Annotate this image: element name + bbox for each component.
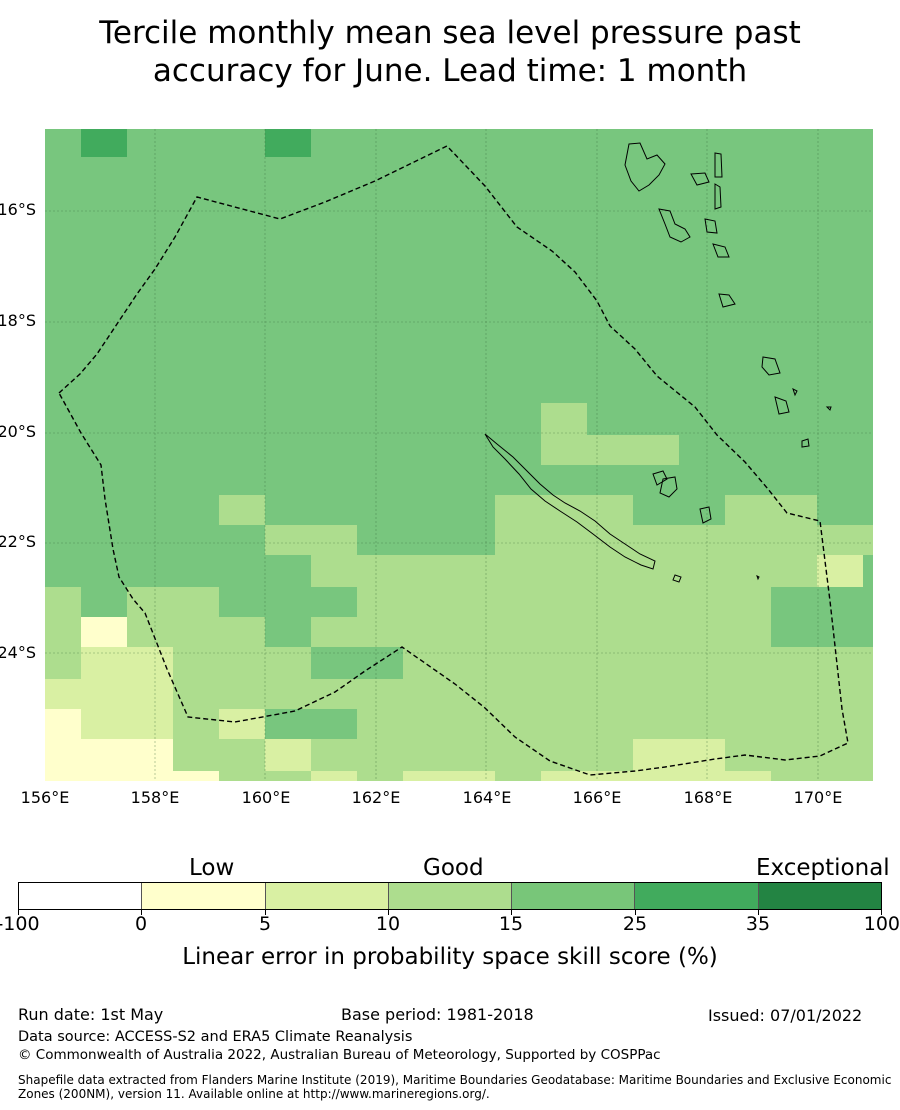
chart-title: Tercile monthly mean sea level pressure … <box>0 14 900 90</box>
colorbar-segment-7 <box>758 883 881 909</box>
skill-cells-medium <box>219 555 873 739</box>
new-caledonia-coast <box>484 433 656 570</box>
legend-category-low: Low <box>189 855 235 881</box>
tanna-aneityum-coast <box>672 388 832 583</box>
lon-label-160e: 160°E <box>241 788 291 807</box>
colorbar-segment-4 <box>388 883 513 909</box>
colorbar-segment-3 <box>265 883 389 909</box>
vanuatu-efate-coast <box>658 208 718 243</box>
colorbar-segment-6 <box>635 883 759 909</box>
lat-label-16s: 16°S <box>0 200 36 219</box>
colorbar-tickmark <box>18 910 19 915</box>
colorbar-tick-label: 100 <box>863 913 900 935</box>
lon-label-164e: 164°E <box>462 788 512 807</box>
colorbar-tickmark <box>635 910 636 915</box>
title-line-1: Tercile monthly mean sea level pressure … <box>99 15 801 51</box>
map-gridlines <box>45 129 873 781</box>
colorbar-tick-label: 10 <box>375 913 401 935</box>
loyalty-islands-coast <box>652 470 712 524</box>
lat-label-24s: 24°S <box>0 643 36 662</box>
colorbar-tick-label: 5 <box>258 913 272 935</box>
vanuatu-south-coast <box>712 243 810 448</box>
colorbar-tick-label: 15 <box>498 913 524 935</box>
copyright-notice: © Commonwealth of Australia 2022, Austra… <box>18 1047 661 1063</box>
skill-cells-high <box>81 129 311 157</box>
colorbar-tickmark <box>758 910 759 915</box>
colorbar-tick-label: 25 <box>622 913 648 935</box>
lat-label-18s: 18°S <box>0 311 36 330</box>
colorbar-segment-2 <box>142 883 266 909</box>
title-line-2: accuracy for June. Lead time: 1 month <box>152 53 748 89</box>
legend-category-good: Good <box>423 855 484 881</box>
lat-label-22s: 22°S <box>0 532 36 551</box>
colorbar-tickmark <box>511 910 512 915</box>
legend-category-exceptional: Exceptional <box>756 855 890 881</box>
colorbar <box>18 882 882 910</box>
base-period: Base period: 1981-2018 <box>341 1005 534 1024</box>
colorbar-tickmark <box>388 910 389 915</box>
skill-map <box>45 129 873 781</box>
colorbar-tickmark <box>881 910 882 915</box>
coastlines <box>484 142 832 583</box>
lon-label-170e: 170°E <box>793 788 843 807</box>
skill-cells-good <box>45 403 873 781</box>
lon-label-156e: 156°E <box>20 788 70 807</box>
run-date: Run date: 1st May <box>18 1005 164 1024</box>
eez-boundary <box>58 145 849 776</box>
colorbar-tick-label: 35 <box>745 913 771 935</box>
colorbar-tick-label: -100 <box>0 913 40 935</box>
lat-label-20s: 20°S <box>0 422 36 441</box>
lon-label-162e: 162°E <box>351 788 401 807</box>
map-canvas <box>45 129 873 781</box>
colorbar-tick-label: 0 <box>134 913 148 935</box>
colorbar-tickmark <box>141 910 142 915</box>
vanuatu-espiritu-santo-coast <box>624 142 666 192</box>
issued-date: Issued: 07/01/2022 <box>708 1006 863 1025</box>
lon-label-158e: 158°E <box>130 788 180 807</box>
colorbar-segment-5 <box>512 883 636 909</box>
lon-label-168e: 168°E <box>683 788 733 807</box>
shapefile-credit-line-2: Zones (200NM), version 11. Available onl… <box>18 1087 490 1101</box>
data-source: Data source: ACCESS-S2 and ERA5 Climate … <box>18 1029 413 1045</box>
vanuatu-north-coast <box>690 152 723 210</box>
colorbar-segment-1 <box>19 883 143 909</box>
shapefile-credit-line-1: Shapefile data extracted from Flanders M… <box>18 1073 892 1087</box>
skill-cells-very-low <box>45 617 219 781</box>
colorbar-tickmark <box>265 910 266 915</box>
lon-label-166e: 166°E <box>572 788 622 807</box>
colorbar-label: Linear error in probability space skill … <box>182 944 718 970</box>
